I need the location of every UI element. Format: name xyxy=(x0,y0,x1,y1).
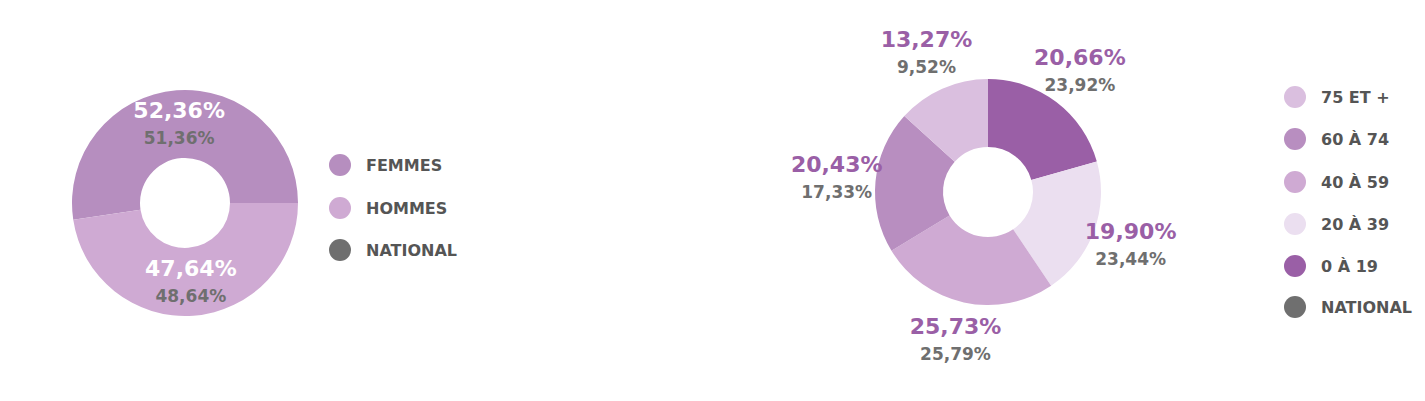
donut-chart: 20,66% 23,92% 19,90% 23,44% 25,73% 25,79% 20,4… xyxy=(791,27,1177,364)
legend-label: FEMMES xyxy=(366,156,442,175)
legend-swatch xyxy=(1284,128,1306,150)
data-label: 13,27% xyxy=(881,27,973,52)
legend-swatch xyxy=(1284,86,1306,108)
national-label: 23,44% xyxy=(1095,249,1166,269)
legend-label: 20 À 39 xyxy=(1321,215,1389,234)
legend-swatch xyxy=(329,154,351,176)
legend-swatch xyxy=(329,239,351,261)
national-label: 17,33% xyxy=(801,182,872,202)
legend-swatch xyxy=(329,197,351,219)
legend-label: 60 À 74 xyxy=(1321,130,1389,149)
national-label: 9,52% xyxy=(897,57,956,77)
national-label: 51,36% xyxy=(144,128,215,148)
legend-swatch xyxy=(1284,213,1306,235)
legend: 75 ET + 60 À 74 40 À 59 20 À 39 0 À 19 NATION… xyxy=(1284,86,1412,318)
data-label: 20,66% xyxy=(1034,45,1126,70)
data-label: 47,64% xyxy=(145,256,237,281)
legend-label: 75 ET + xyxy=(1321,88,1390,107)
legend-label: 0 À 19 xyxy=(1321,257,1378,276)
legend-swatch xyxy=(1284,171,1306,193)
canvas: 52,36% 51,36% 47,64% 48,64% FEMMES HOMMES NATI… xyxy=(0,0,1425,401)
slice xyxy=(73,203,298,316)
legend-swatch xyxy=(1284,296,1306,318)
national-label: 48,64% xyxy=(155,286,226,306)
legend-label: 40 À 59 xyxy=(1321,173,1389,192)
legend-label: HOMMES xyxy=(366,199,447,218)
legend-label: NATIONAL xyxy=(1321,298,1412,317)
legend: FEMMES HOMMES NATIONAL xyxy=(329,154,457,261)
legend-label: NATIONAL xyxy=(366,241,457,260)
data-label: 19,90% xyxy=(1085,219,1177,244)
national-label: 23,92% xyxy=(1044,75,1115,95)
data-label: 20,43% xyxy=(791,152,883,177)
slice xyxy=(72,90,298,220)
donut-chart: 52,36% 51,36% 47,64% 48,64% xyxy=(72,90,298,316)
slice xyxy=(904,79,988,162)
legend-swatch xyxy=(1284,255,1306,277)
national-label: 25,79% xyxy=(920,344,991,364)
data-label: 52,36% xyxy=(133,98,225,123)
data-label: 25,73% xyxy=(910,314,1002,339)
